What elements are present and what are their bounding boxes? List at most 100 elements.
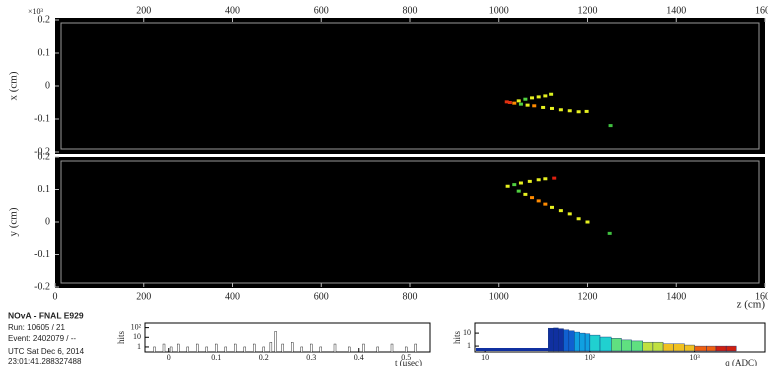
time-bar: [206, 347, 208, 352]
x-axis-title: t (μsec): [395, 358, 422, 366]
adc-bar: [695, 346, 707, 351]
x-tick-label: 400: [225, 5, 240, 16]
x-tick-label: 10³: [689, 353, 700, 362]
hit: [537, 178, 541, 181]
hit: [537, 199, 541, 202]
time-bar: [377, 347, 379, 352]
hit: [568, 109, 572, 112]
x-tick-label: 0: [167, 353, 171, 362]
x-tick-label: 600: [314, 291, 329, 302]
hit: [526, 104, 530, 107]
time-bar: [363, 344, 365, 352]
adc-bar: [611, 338, 621, 351]
x-tick-label: 1200: [578, 291, 598, 302]
x-tick-label: 0.2: [259, 353, 269, 362]
y-tick-label: -0.1: [34, 249, 50, 260]
time-bar: [263, 347, 265, 352]
x-tick-label: 1000: [489, 291, 509, 302]
axis-multiplier: ×10³: [28, 7, 44, 16]
hit: [530, 96, 534, 99]
event-display: NOvA - FNAL E929 Run: 10605 / 21 Event: …: [0, 0, 768, 366]
y-tick-label: 0.2: [38, 14, 51, 25]
x-tick-label: 600: [314, 5, 329, 16]
adc-bar: [548, 328, 553, 351]
hit: [550, 206, 554, 209]
y-tick-label: -0.2: [34, 281, 50, 292]
x-tick-label: 0.4: [354, 353, 364, 362]
hit: [517, 190, 521, 193]
x-tick-label: 200: [136, 5, 151, 16]
hit: [577, 110, 581, 113]
x-tick-label: 400: [225, 291, 240, 302]
hit: [608, 232, 612, 235]
y-tick-label: 10²: [131, 322, 142, 331]
time-bar: [215, 344, 217, 352]
time-bar: [196, 344, 198, 352]
y-tick-label: 0.1: [38, 184, 51, 195]
hit: [506, 185, 510, 188]
x-axis-title: z (cm): [737, 299, 766, 311]
adc-bar: [600, 337, 611, 351]
baseline: [476, 348, 548, 351]
time-bar: [310, 344, 312, 352]
x-tick-label: 800: [403, 5, 418, 16]
x-tick-label: 800: [403, 291, 418, 302]
x-tick-label: 1400: [666, 5, 686, 16]
hit: [568, 212, 572, 215]
hit: [552, 177, 556, 180]
time-info: 23:01:41.288327488: [8, 357, 82, 366]
adc-bar: [674, 344, 685, 351]
time-bar: [225, 347, 227, 352]
time-bar: [291, 342, 293, 352]
adc-bar: [564, 330, 569, 351]
y-tick-label: 10: [133, 332, 141, 341]
hit: [519, 103, 523, 106]
time-bar: [391, 344, 393, 352]
x-tick-label: 1000: [489, 5, 509, 16]
run-info: Run: 10605 / 21: [8, 323, 65, 332]
hit: [559, 108, 563, 111]
hit: [532, 104, 536, 107]
x-tick-label: 1400: [666, 291, 686, 302]
hit: [586, 221, 590, 224]
hit: [543, 177, 547, 180]
x-tick-label: 1600: [755, 5, 768, 16]
hit: [508, 101, 512, 104]
time-bar: [234, 344, 236, 352]
hit: [512, 183, 516, 186]
hit: [609, 124, 613, 127]
adc-bar: [569, 331, 574, 351]
y-axis-title: y (cm): [8, 207, 20, 236]
adc-bar: [716, 346, 726, 351]
y-tick-label: 10: [463, 328, 471, 337]
hit: [550, 107, 554, 110]
adc-bar: [653, 342, 663, 351]
y-axis-title: hits: [116, 331, 126, 345]
hit: [537, 95, 541, 98]
adc-bar: [663, 344, 674, 351]
x-tick-label: 200: [136, 291, 151, 302]
hit: [528, 180, 532, 183]
hit: [530, 196, 534, 199]
hit: [541, 106, 545, 109]
time-bar: [348, 347, 350, 352]
time-bar: [334, 344, 336, 352]
time-bar: [415, 344, 417, 352]
y-axis-title: x (cm): [8, 71, 20, 100]
y-tick-label: 0: [45, 80, 50, 91]
adc-bar: [585, 334, 590, 351]
adc-bar: [590, 335, 600, 351]
adc-bar: [643, 342, 653, 351]
hit: [519, 182, 523, 185]
y-tick-label: 0: [45, 216, 50, 227]
adc-bar: [726, 346, 736, 351]
time-bar: [270, 342, 272, 352]
time-bar: [405, 347, 407, 352]
time-bar: [244, 347, 246, 352]
adc-bar: [580, 333, 585, 351]
adc-bar: [632, 341, 643, 351]
x-tick-label: 1200: [578, 5, 598, 16]
x-tick-label: 0.3: [306, 353, 316, 362]
y-tick-label: 0.1: [38, 47, 51, 58]
hit: [585, 110, 589, 113]
